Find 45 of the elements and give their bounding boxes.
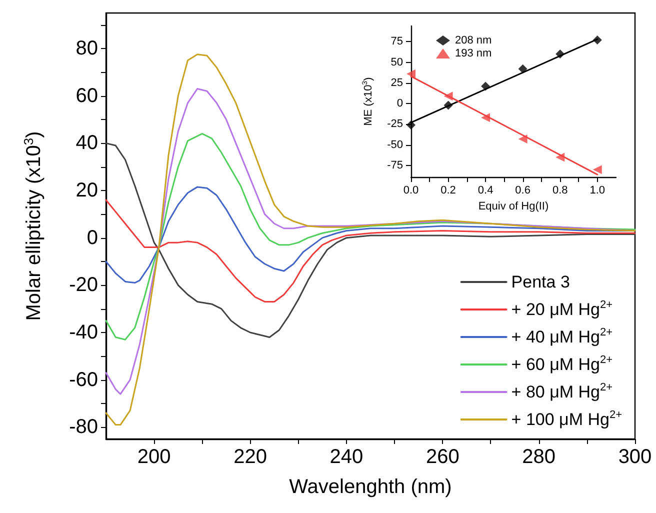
- y-tick-label: -50: [387, 138, 403, 151]
- point: [592, 36, 602, 45]
- point: [481, 113, 490, 122]
- point: [481, 82, 490, 91]
- point: [444, 100, 453, 110]
- y-tick-label: -20: [69, 274, 98, 296]
- point: [592, 165, 602, 174]
- y-tick-label: -25: [387, 118, 403, 130]
- x-tick-label: 220: [234, 446, 267, 468]
- x-axis-title: Equiv of Hg(II): [478, 200, 549, 212]
- x-tick-label: 1.0: [590, 184, 606, 196]
- y-tick-label: 40: [76, 132, 98, 154]
- y-tick-label: 20: [76, 180, 98, 202]
- x-axis-title: Wavelenghth (nm): [289, 476, 452, 498]
- y-tick-label: -40: [69, 322, 98, 344]
- legend-label: 208 nm: [455, 34, 492, 46]
- point: [518, 64, 528, 74]
- y-tick-label: 75: [390, 36, 403, 48]
- x-tick-label: 0.6: [515, 184, 530, 196]
- x-tick-label: 0.2: [440, 184, 456, 196]
- y-axis-title: Molar ellipticity (x103): [21, 131, 45, 321]
- point: [518, 134, 528, 144]
- y-tick-label: -60: [69, 368, 98, 391]
- y-tick-label: 0: [396, 98, 403, 110]
- y-tick-label: -75: [387, 159, 403, 172]
- x-tick-label: 0.4: [478, 184, 494, 196]
- y-tick-label: 60: [76, 84, 98, 107]
- point: [556, 50, 565, 59]
- point: [406, 69, 416, 78]
- x-tick-label: 260: [426, 446, 460, 468]
- x-tick-label: 200: [137, 446, 171, 468]
- x-tick-label: 0.8: [552, 184, 568, 196]
- y-tick-label: 25: [390, 76, 403, 89]
- point: [444, 92, 453, 101]
- x-tick-label: 240: [330, 446, 364, 468]
- x-tick-label: 0.0: [403, 184, 419, 196]
- y-tick-label: -80: [69, 416, 98, 438]
- y-tick-label: 80: [76, 38, 98, 60]
- x-tick-label: 280: [522, 446, 556, 468]
- x-tick-label: 300: [618, 446, 652, 468]
- point: [556, 152, 565, 162]
- legend-label: Penta 3: [511, 272, 570, 292]
- legend-label: 193 nm: [455, 48, 492, 60]
- y-tick-label: 0: [86, 226, 98, 249]
- y-tick-label: 50: [390, 56, 403, 68]
